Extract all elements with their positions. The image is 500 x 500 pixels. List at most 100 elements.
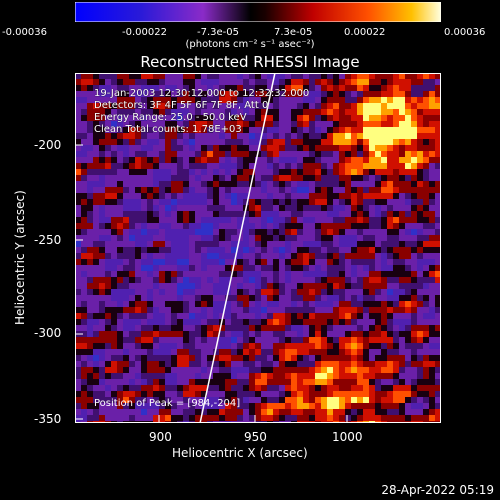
heatmap-cell — [363, 121, 369, 127]
heatmap-cell — [315, 331, 321, 337]
heatmap-cell — [417, 169, 423, 175]
heatmap-cell — [159, 127, 165, 133]
heatmap-cell — [375, 361, 381, 367]
heatmap-cell — [177, 199, 183, 205]
heatmap-cell — [339, 337, 345, 343]
heatmap-cell — [231, 379, 237, 385]
heatmap-cell — [315, 259, 321, 265]
heatmap-cell — [267, 367, 273, 373]
colorbar-tick: -0.00036 — [2, 27, 47, 38]
heatmap-cell — [405, 397, 411, 403]
heatmap-cell — [273, 91, 279, 97]
heatmap-cell — [285, 319, 291, 325]
heatmap-cell — [405, 235, 411, 241]
heatmap-cell — [249, 127, 255, 133]
heatmap-cell — [105, 79, 111, 85]
heatmap-cell — [363, 151, 369, 157]
heatmap-cell — [297, 307, 303, 313]
heatmap-cell — [207, 313, 213, 319]
heatmap-cell — [165, 361, 171, 367]
heatmap-cell — [303, 361, 309, 367]
heatmap-cell — [189, 403, 195, 409]
heatmap-cell — [351, 73, 357, 79]
heatmap-cell — [183, 187, 189, 193]
heatmap-cell — [255, 373, 261, 379]
heatmap-cell — [207, 223, 213, 229]
heatmap-cell — [111, 115, 117, 121]
heatmap-cell — [405, 259, 411, 265]
heatmap-cell — [291, 223, 297, 229]
heatmap-cell — [321, 361, 327, 367]
heatmap-cell — [243, 367, 249, 373]
heatmap-cell — [99, 91, 105, 97]
heatmap-cell — [105, 241, 111, 247]
heatmap-cell — [165, 97, 171, 103]
heatmap-cell — [375, 211, 381, 217]
heatmap-cell — [207, 169, 213, 175]
heatmap-cell — [237, 139, 243, 145]
heatmap-cell — [141, 337, 147, 343]
heatmap-cell — [261, 127, 267, 133]
heatmap-cell — [255, 199, 261, 205]
heatmap-cell — [189, 265, 195, 271]
heatmap-cell — [375, 313, 381, 319]
heatmap-cell — [351, 259, 357, 265]
heatmap-cell — [195, 253, 201, 259]
heatmap-cell — [387, 241, 393, 247]
heatmap-cell — [435, 397, 441, 403]
heatmap-cell — [381, 187, 387, 193]
heatmap-cell — [225, 265, 231, 271]
heatmap-cell — [393, 331, 399, 337]
heatmap-cell — [351, 103, 357, 109]
heatmap-cell — [327, 301, 333, 307]
heatmap-cell — [399, 127, 405, 133]
heatmap-cell — [165, 391, 171, 397]
heatmap-cell — [159, 115, 165, 121]
heatmap-cell — [99, 73, 105, 79]
heatmap-cell — [129, 355, 135, 361]
heatmap-cell — [261, 355, 267, 361]
heatmap-cell — [75, 283, 81, 289]
heatmap-cell — [357, 367, 363, 373]
heatmap-cell — [99, 109, 105, 115]
heatmap-cell — [171, 307, 177, 313]
heatmap-cell — [135, 187, 141, 193]
heatmap-cell — [195, 133, 201, 139]
heatmap-cell — [393, 271, 399, 277]
heatmap-cell — [201, 325, 207, 331]
heatmap-cell — [363, 367, 369, 373]
heatmap-cell — [243, 157, 249, 163]
heatmap-cell — [243, 385, 249, 391]
heatmap-cell — [195, 187, 201, 193]
heatmap-cell — [399, 85, 405, 91]
heatmap-cell — [177, 151, 183, 157]
heatmap-cell — [369, 259, 375, 265]
heatmap-cell — [303, 121, 309, 127]
heatmap-cell — [423, 169, 429, 175]
heatmap-cell — [129, 253, 135, 259]
heatmap-cell — [297, 331, 303, 337]
heatmap-cell — [417, 211, 423, 217]
heatmap-cell — [243, 235, 249, 241]
heatmap-cell — [141, 343, 147, 349]
heatmap-cell — [315, 373, 321, 379]
heatmap-cell — [105, 355, 111, 361]
heatmap-cell — [231, 355, 237, 361]
heatmap-cell — [303, 85, 309, 91]
heatmap-cell — [111, 391, 117, 397]
heatmap-cell — [219, 259, 225, 265]
heatmap-cell — [81, 235, 87, 241]
heatmap-cell — [165, 367, 171, 373]
heatmap-cell — [81, 283, 87, 289]
heatmap-cell — [87, 223, 93, 229]
heatmap-cell — [333, 283, 339, 289]
heatmap-cell — [429, 163, 435, 169]
heatmap-cell — [321, 289, 327, 295]
heatmap-cell — [405, 385, 411, 391]
heatmap-cell — [273, 157, 279, 163]
heatmap-cell — [405, 277, 411, 283]
heatmap-cell — [309, 367, 315, 373]
heatmap-cell — [171, 259, 177, 265]
heatmap-cell — [393, 415, 399, 421]
heatmap-cell — [261, 283, 267, 289]
